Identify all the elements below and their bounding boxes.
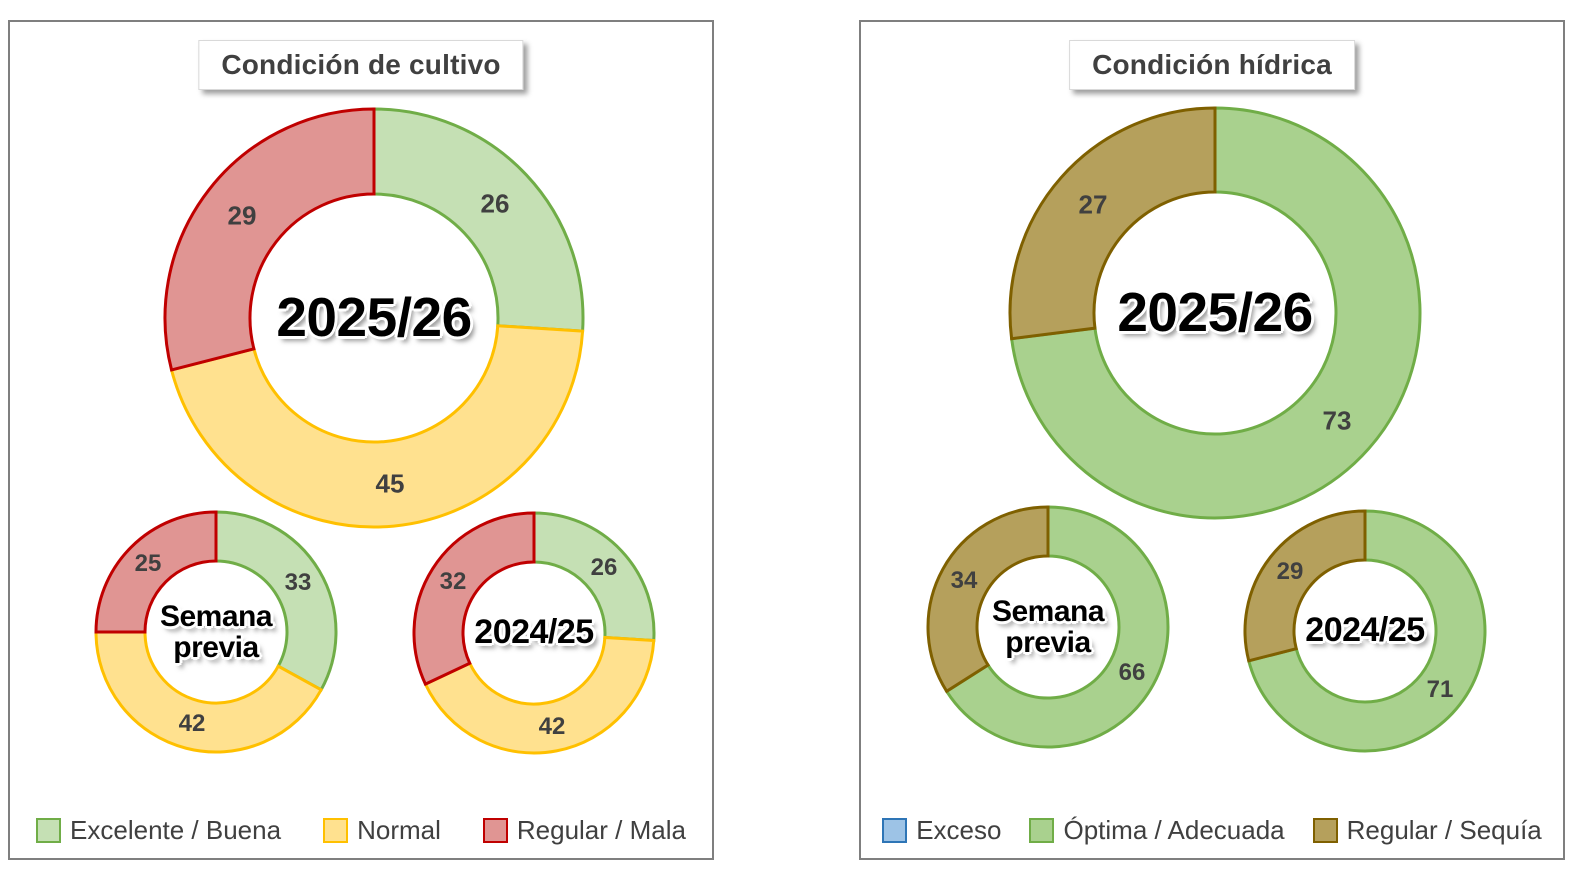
chart-legend: Exceso Óptima / Adecuada Regular / Sequía xyxy=(861,815,1563,846)
donut-2025-26: 2025/26 xyxy=(1006,104,1424,522)
legend-item-normal: Normal xyxy=(323,815,441,846)
legend-swatch-normal xyxy=(323,818,349,843)
legend-item-exceso: Exceso xyxy=(882,815,1001,846)
legend-label: Regular / Mala xyxy=(516,815,686,845)
donut-center-label: Semana previa xyxy=(159,599,273,664)
segment-value-label: 45 xyxy=(375,468,405,499)
segment-optima-adecuada xyxy=(1246,509,1487,753)
segment-value-label: 42 xyxy=(178,710,206,737)
donut-center-label: Semana previa xyxy=(991,594,1105,659)
segment-value-label: 29 xyxy=(227,200,257,231)
legend-item-optima-adecuada: Óptima / Adecuada xyxy=(1029,815,1285,846)
segment-regular-sequia xyxy=(1243,509,1367,663)
legend-label: Óptima / Adecuada xyxy=(1063,815,1285,845)
donut-svg xyxy=(926,505,1170,749)
donut-center-label: 2025/26 xyxy=(276,286,472,349)
segment-value-label: 32 xyxy=(439,568,467,595)
segment-normal xyxy=(169,324,585,529)
donut-svg xyxy=(94,510,338,754)
panel-water-condition: Condición hídrica 73 27 2025/26 66 34 Semana … xyxy=(859,20,1565,860)
donut-svg xyxy=(163,107,585,529)
segment-regular-mala xyxy=(94,510,218,634)
segment-value-label: 34 xyxy=(950,567,978,594)
legend-label: Exceso xyxy=(916,815,1002,845)
segment-value-label: 71 xyxy=(1426,676,1454,703)
segment-excelente-buena xyxy=(372,107,585,333)
segment-value-label: 27 xyxy=(1078,189,1108,220)
donut-svg xyxy=(1243,509,1487,753)
donut-center-label: 2024/25 xyxy=(1305,611,1425,650)
segment-normal xyxy=(423,635,656,755)
donut-semana-previa: Semana previa xyxy=(92,508,340,756)
legend-swatch-regular-mala xyxy=(482,818,508,843)
segment-regular-sequia xyxy=(1008,106,1217,341)
donut-center-label: 2025/26 xyxy=(1117,281,1313,344)
donut-2024-25: 2024/25 xyxy=(410,509,658,757)
chart-legend: Excelente / Buena Normal Regular / Mala xyxy=(10,815,712,846)
legend-label: Excelente / Buena xyxy=(70,815,282,845)
segment-value-label: 26 xyxy=(590,554,618,581)
legend-label: Regular / Sequía xyxy=(1346,815,1542,845)
chart-title-text: Condición de cultivo xyxy=(221,49,501,80)
legend-item-excelente-buena: Excelente / Buena xyxy=(36,815,281,846)
segment-regular-mala xyxy=(163,107,376,372)
donut-2025-26: 2025/26 xyxy=(161,105,587,531)
segment-normal xyxy=(94,630,324,754)
chart-title: Condición de cultivo xyxy=(198,40,524,90)
legend-item-regular-sequia: Regular / Sequía xyxy=(1312,815,1542,846)
donut-svg xyxy=(412,511,656,755)
donut-chart-area: 73 27 2025/26 66 34 Semana previa 71 29 2024/25 xyxy=(861,22,1563,858)
donut-svg xyxy=(1008,106,1422,520)
panel-crop-condition: Condición de cultivo 26 45 29 2025/26 33 42 25… xyxy=(8,20,714,860)
segment-optima-adecuada xyxy=(1009,106,1422,520)
segment-value-label: 33 xyxy=(284,569,312,596)
legend-label: Normal xyxy=(357,815,441,845)
segment-regular-sequia xyxy=(926,505,1050,694)
segment-value-label: 73 xyxy=(1322,405,1352,436)
segment-value-label: 42 xyxy=(538,713,566,740)
segment-regular-mala xyxy=(412,511,536,687)
segment-value-label: 66 xyxy=(1118,659,1146,686)
legend-swatch-exceso xyxy=(882,818,908,843)
segment-value-label: 26 xyxy=(480,188,510,219)
segment-excelente-buena xyxy=(532,511,656,643)
legend-item-regular-mala: Regular / Mala xyxy=(482,815,686,846)
segment-value-label: 25 xyxy=(134,550,162,577)
chart-title: Condición hídrica xyxy=(1069,40,1355,90)
donut-chart-area: 26 45 29 2025/26 33 42 25 Semana previa 26 42 32 20… xyxy=(10,22,712,858)
chart-title-text: Condición hídrica xyxy=(1092,49,1332,80)
legend-swatch-excelente-buena xyxy=(36,818,62,843)
donut-semana-previa: Semana previa xyxy=(924,503,1172,751)
segment-optima-adecuada xyxy=(944,505,1170,749)
segment-value-label: 29 xyxy=(1276,558,1304,585)
legend-swatch-regular-sequia xyxy=(1312,818,1338,843)
segment-excelente-buena xyxy=(214,510,338,692)
donut-2024-25: 2024/25 xyxy=(1241,507,1489,755)
donut-center-label: 2024/25 xyxy=(474,613,594,652)
legend-swatch-optima-adecuada xyxy=(1029,818,1055,843)
